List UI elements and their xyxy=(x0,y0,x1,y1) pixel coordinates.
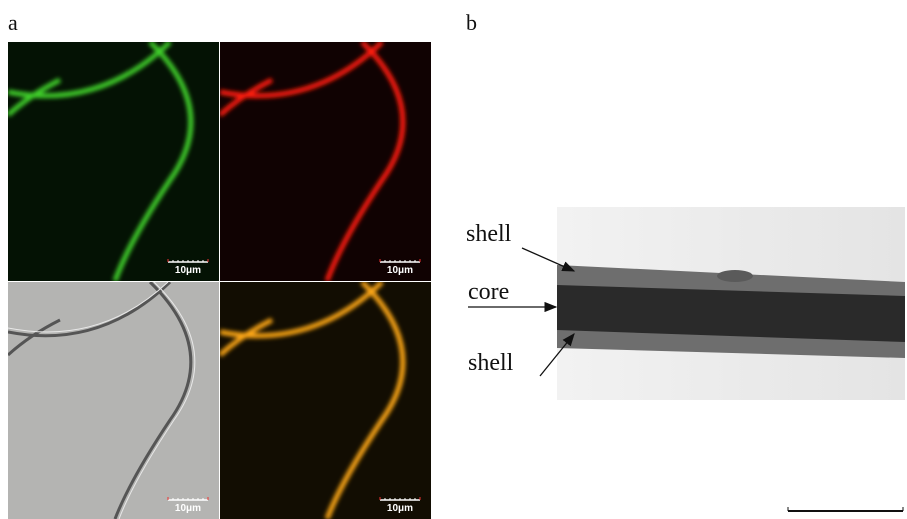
annotation: shell xyxy=(468,350,514,376)
panel-label: a xyxy=(8,10,18,35)
annotation: core xyxy=(468,279,509,305)
micrograph-red xyxy=(220,42,431,281)
tem-image xyxy=(557,207,905,400)
scale-label: 10μm xyxy=(175,265,201,276)
scale-label: 10μm xyxy=(387,503,413,514)
annotation: shell xyxy=(466,221,512,247)
scale-label: 10μm xyxy=(175,503,201,514)
micrograph-green xyxy=(8,42,219,281)
panel-label: b xyxy=(466,10,477,35)
page: a b xyxy=(0,0,907,519)
micrograph-brightfield xyxy=(8,282,219,519)
figure: a b xyxy=(0,0,907,519)
tem-scale-bar xyxy=(788,507,903,511)
scale-label: 10μm xyxy=(387,265,413,276)
micrograph-merge xyxy=(220,282,431,519)
